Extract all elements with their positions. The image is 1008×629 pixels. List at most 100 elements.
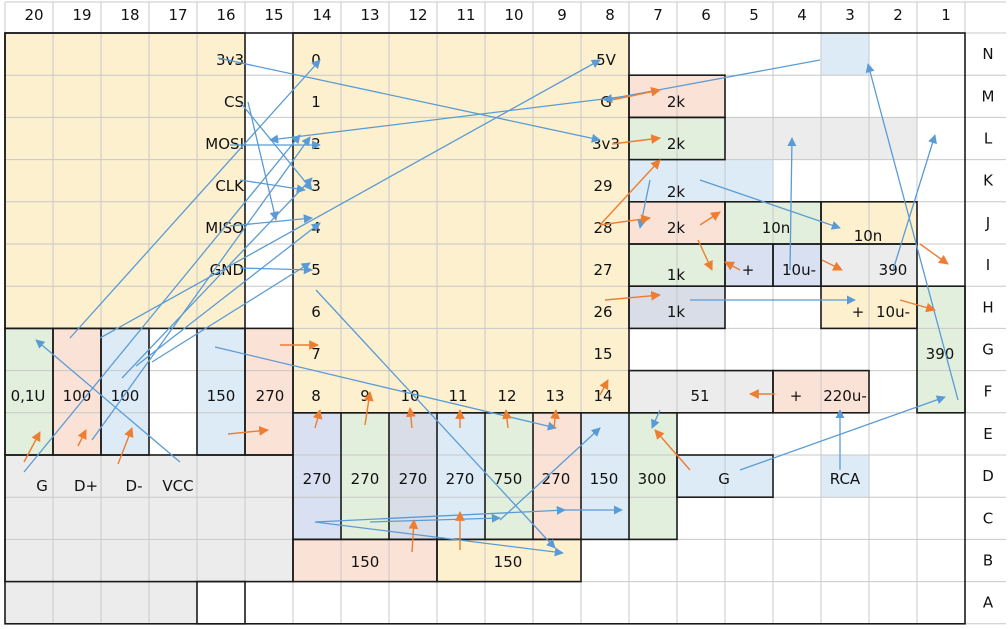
cell-label-r270-d4: 270 xyxy=(446,470,475,488)
column-label: 20 xyxy=(24,6,43,24)
cell-label-r2k-j: 2k xyxy=(667,219,686,237)
connection-arrow-blue xyxy=(91,136,311,441)
connection-arrow-blue xyxy=(269,95,629,144)
cell-label-n5: 5 xyxy=(311,261,321,279)
column-label: 2 xyxy=(893,6,903,24)
component-border xyxy=(676,454,774,499)
connection-arrow-orange xyxy=(599,214,651,226)
column-label: 6 xyxy=(701,6,711,24)
cell-label-r51: 51 xyxy=(690,387,709,405)
column-label: 13 xyxy=(360,6,379,24)
region-fill xyxy=(821,33,869,76)
connection-arrow-blue xyxy=(315,289,556,549)
connection-arrow-orange xyxy=(408,519,419,553)
connection-arrow-blue xyxy=(651,409,661,429)
component-border xyxy=(196,580,246,625)
cell-label-n1: 1 xyxy=(311,93,321,111)
row-label: K xyxy=(983,172,994,190)
connection-arrow-orange xyxy=(406,407,416,429)
component-border xyxy=(436,538,582,583)
cell-label-r270-f: 270 xyxy=(256,387,285,405)
connection-arrow-orange xyxy=(919,243,949,265)
connection-arrow-orange xyxy=(699,211,721,226)
cell-label-r150-b2: 150 xyxy=(494,553,523,571)
connection-arrow-orange xyxy=(724,261,741,271)
row-label: D xyxy=(982,467,994,485)
cell-label-p27: 27 xyxy=(593,261,612,279)
column-label: 4 xyxy=(797,6,807,24)
component-border xyxy=(628,369,774,414)
connection-arrow-blue xyxy=(99,59,601,339)
connection-arrow-blue xyxy=(214,346,557,431)
region-fill xyxy=(53,328,101,455)
cell-label-c10u-h: 10u- xyxy=(876,303,910,321)
row-label: J xyxy=(985,214,990,232)
row-label: C xyxy=(983,509,993,527)
row-label: G xyxy=(982,341,994,359)
cell-label-r300: 300 xyxy=(638,470,667,488)
connection-arrow-blue xyxy=(35,339,181,463)
cell-label-p5v: 5V xyxy=(596,51,617,69)
cell-label-r100-b: 100 xyxy=(111,387,140,405)
connection-arrow-orange xyxy=(117,427,134,465)
component-border xyxy=(628,116,726,161)
cell-label-pG: G xyxy=(600,93,612,111)
region-fill xyxy=(821,455,869,498)
cell-label-c220u: 220u- xyxy=(823,387,867,405)
cell-label-c10n-a: 10n xyxy=(762,219,791,237)
connection-arrow-orange xyxy=(821,259,843,271)
cell-label-plus-h: + xyxy=(852,303,865,321)
connection-arrow-blue xyxy=(23,134,301,473)
component-border xyxy=(916,285,966,414)
cell-label-pin-cs: CS xyxy=(224,93,244,111)
connection-arrow-orange xyxy=(899,299,936,313)
connection-arrow-blue xyxy=(247,101,279,221)
connection-arrow-blue xyxy=(121,177,313,379)
cell-label-c10u-i: 10u- xyxy=(782,261,816,279)
column-label: 19 xyxy=(72,6,91,24)
connection-arrow-blue xyxy=(314,521,564,557)
connection-arrow-blue xyxy=(69,59,321,339)
cell-label-n11: 11 xyxy=(448,387,467,405)
column-label: 16 xyxy=(216,6,235,24)
connection-arrow-orange xyxy=(312,409,323,429)
connection-arrow-blue xyxy=(135,222,321,367)
row-label: H xyxy=(982,298,993,316)
connection-arrow-orange xyxy=(77,429,87,447)
grid-headers: 20 19 18 17 16 15 14 13 12 11 10 9 8 7 6 5 4 3 2 1NMLKJIHGF… xyxy=(24,6,994,612)
connection-arrow-blue xyxy=(699,179,841,230)
connection-arrow-orange xyxy=(604,290,661,301)
column-label: 12 xyxy=(408,6,427,24)
cell-label-p15: 15 xyxy=(593,345,612,363)
region-fill xyxy=(773,244,821,287)
cell-label-plus-f: + xyxy=(790,387,803,405)
column-label: 17 xyxy=(168,6,187,24)
row-label: N xyxy=(982,45,993,63)
connection-arrow-orange xyxy=(23,431,41,463)
region-fill xyxy=(293,33,629,413)
connection-arrow-blue xyxy=(739,395,946,471)
cell-label-r1k-h: 1k xyxy=(667,303,686,321)
cell-label-pin-clk: CLK xyxy=(215,177,245,195)
connection-arrow-orange xyxy=(611,87,661,101)
connection-arrow-blue xyxy=(151,262,311,363)
connection-arrow-orange xyxy=(697,239,713,271)
connection-arrow-blue xyxy=(369,513,501,523)
cell-label-n3: 3 xyxy=(311,177,321,195)
region-fill xyxy=(533,412,581,540)
column-label: 8 xyxy=(605,6,615,24)
region-fill xyxy=(197,328,245,455)
region-fill xyxy=(5,328,53,455)
cell-label-usb-dp: D+ xyxy=(74,477,98,495)
connection-arrow-orange xyxy=(599,379,609,396)
column-label: 15 xyxy=(264,6,283,24)
cell-label-g-d: G xyxy=(718,470,730,488)
region-fill xyxy=(245,328,293,455)
column-label: 11 xyxy=(456,6,475,24)
row-label: B xyxy=(983,552,993,570)
row-label: M xyxy=(982,87,995,105)
connection-arrow-blue xyxy=(603,59,821,103)
cell-label-c01u: 0,1U xyxy=(11,387,46,405)
connection-arrow-blue xyxy=(892,134,937,271)
cell-label-usb-g: G xyxy=(36,477,48,495)
